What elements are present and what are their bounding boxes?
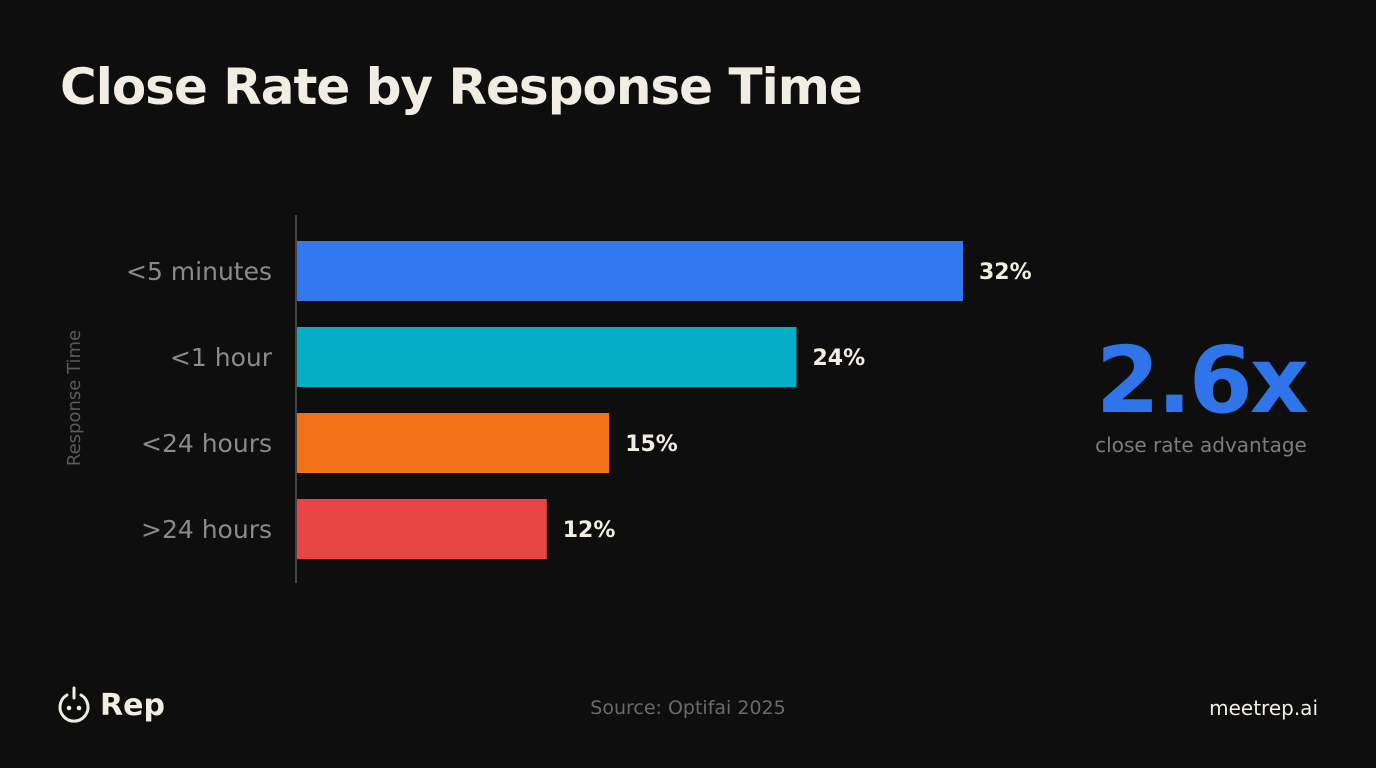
category-label: <5 minutes	[126, 257, 272, 286]
category-label: >24 hours	[141, 515, 272, 544]
y-axis-label: Response Time	[64, 330, 85, 466]
callout-label: close rate advantage	[1095, 433, 1307, 458]
source-note: Source: Optifai 2025	[590, 697, 786, 719]
data-label: 15%	[625, 432, 678, 457]
category-label: <1 hour	[170, 343, 273, 372]
data-label: 32%	[979, 260, 1032, 285]
website-link[interactable]: meetrep.ai	[1209, 696, 1318, 720]
chart-title: Close Rate by Response Time	[60, 58, 863, 116]
callout-value: 2.6x	[1095, 327, 1309, 434]
bar-1	[297, 327, 797, 387]
data-label: 24%	[813, 346, 866, 371]
bar-2	[297, 413, 610, 473]
bar-3	[297, 499, 547, 559]
callout: 2.6x close rate advantage	[1070, 330, 1332, 457]
brand-name: Rep	[100, 687, 165, 723]
data-label: 12%	[563, 518, 616, 543]
category-label: <24 hours	[141, 429, 272, 458]
power-face-icon	[58, 686, 90, 723]
brand-logo: Rep	[56, 686, 165, 724]
bar-0	[297, 241, 963, 301]
